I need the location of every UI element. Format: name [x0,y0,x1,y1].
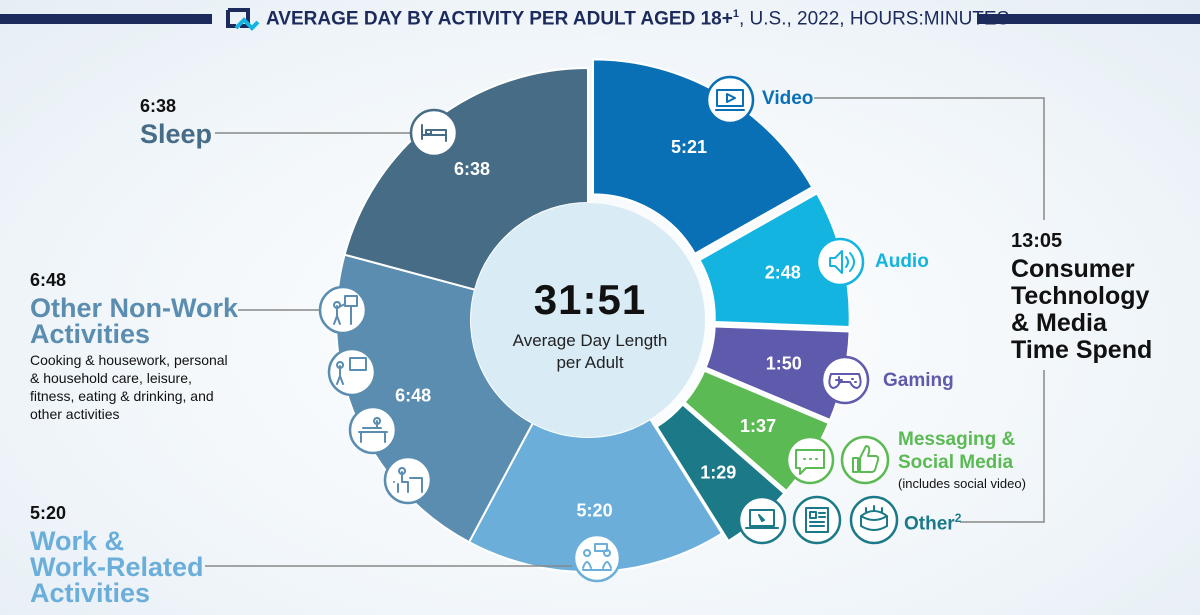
speaker-icon [815,237,865,287]
total-leader-top [814,97,1045,220]
video-label: Video [762,88,814,109]
messaging-annotation: Messaging & Social Media (includes socia… [898,429,1026,491]
total-annotation: 13:05 Consumer Technology & Media Time S… [1011,230,1152,364]
person-easel-icon [318,285,368,335]
slice-value-label: 1:50 [766,353,802,373]
person-desk-icon [383,455,433,505]
work-time: 5:20 [30,503,67,523]
slice-value-label: 5:20 [577,500,613,520]
sleep-annotation: 6:38 Sleep [140,96,213,149]
chart-header: AVERAGE DAY BY ACTIVITY PER ADULT AGED 1… [0,4,1200,34]
gaming-label: Gaming [883,370,954,391]
stadium-icon [849,495,899,545]
gamepad-icon [820,355,870,405]
video-play-icon [705,75,755,125]
center-total-value: 31:51 [533,276,647,323]
other-tech-label: Other2 [904,511,962,535]
slice-value-label: 6:38 [454,159,490,179]
slice-value-label: 2:48 [765,262,801,282]
thumbs-up-icon [840,435,890,485]
total-leader-bottom [960,370,1045,523]
person-screen-icon [327,347,377,397]
work-label: Work & Work-Related Activities [30,526,204,608]
nielsen-logo-icon [226,8,260,31]
center-total-label: Average Day Length per Adult [512,331,668,372]
slice-value-label: 1:37 [740,416,776,436]
nonwork-label: Other Non-Work Activities [30,293,238,349]
donut-center: 31:51 Average Day Length per Adult [475,276,705,374]
bed-icon [409,108,459,158]
laptop-icon [737,495,787,545]
header-rule-left [0,14,212,24]
slice-video [592,58,814,256]
chart-title: AVERAGE DAY BY ACTIVITY PER ADULT AGED 1… [266,8,1010,30]
newspaper-icon [792,495,842,545]
work-annotation: 5:20 Work & Work-Related Activities [30,503,204,608]
audio-label: Audio [875,251,929,272]
slice-value-label: 1:29 [700,462,736,482]
sleep-label: Sleep [140,119,213,149]
donut-hole [471,203,705,437]
meeting-icon [572,533,622,583]
total-label: Consumer Technology & Media Time Spend [1011,255,1153,364]
slice-value-label: 5:21 [671,137,707,157]
slice-value-label: 6:48 [395,386,431,406]
slice-sleep [343,66,589,291]
total-time: 13:05 [1011,230,1063,252]
massage-table-icon [348,405,398,455]
chat-bubble-icon [785,435,835,485]
nonwork-description: Cooking & housework, personal & househol… [30,352,228,422]
header-rule-right [977,14,1200,24]
sleep-time: 6:38 [140,96,177,116]
nonwork-time: 6:48 [30,270,67,290]
slice-audio [698,192,851,328]
nonwork-annotation: 6:48 Other Non-Work Activities Cooking &… [30,270,238,423]
